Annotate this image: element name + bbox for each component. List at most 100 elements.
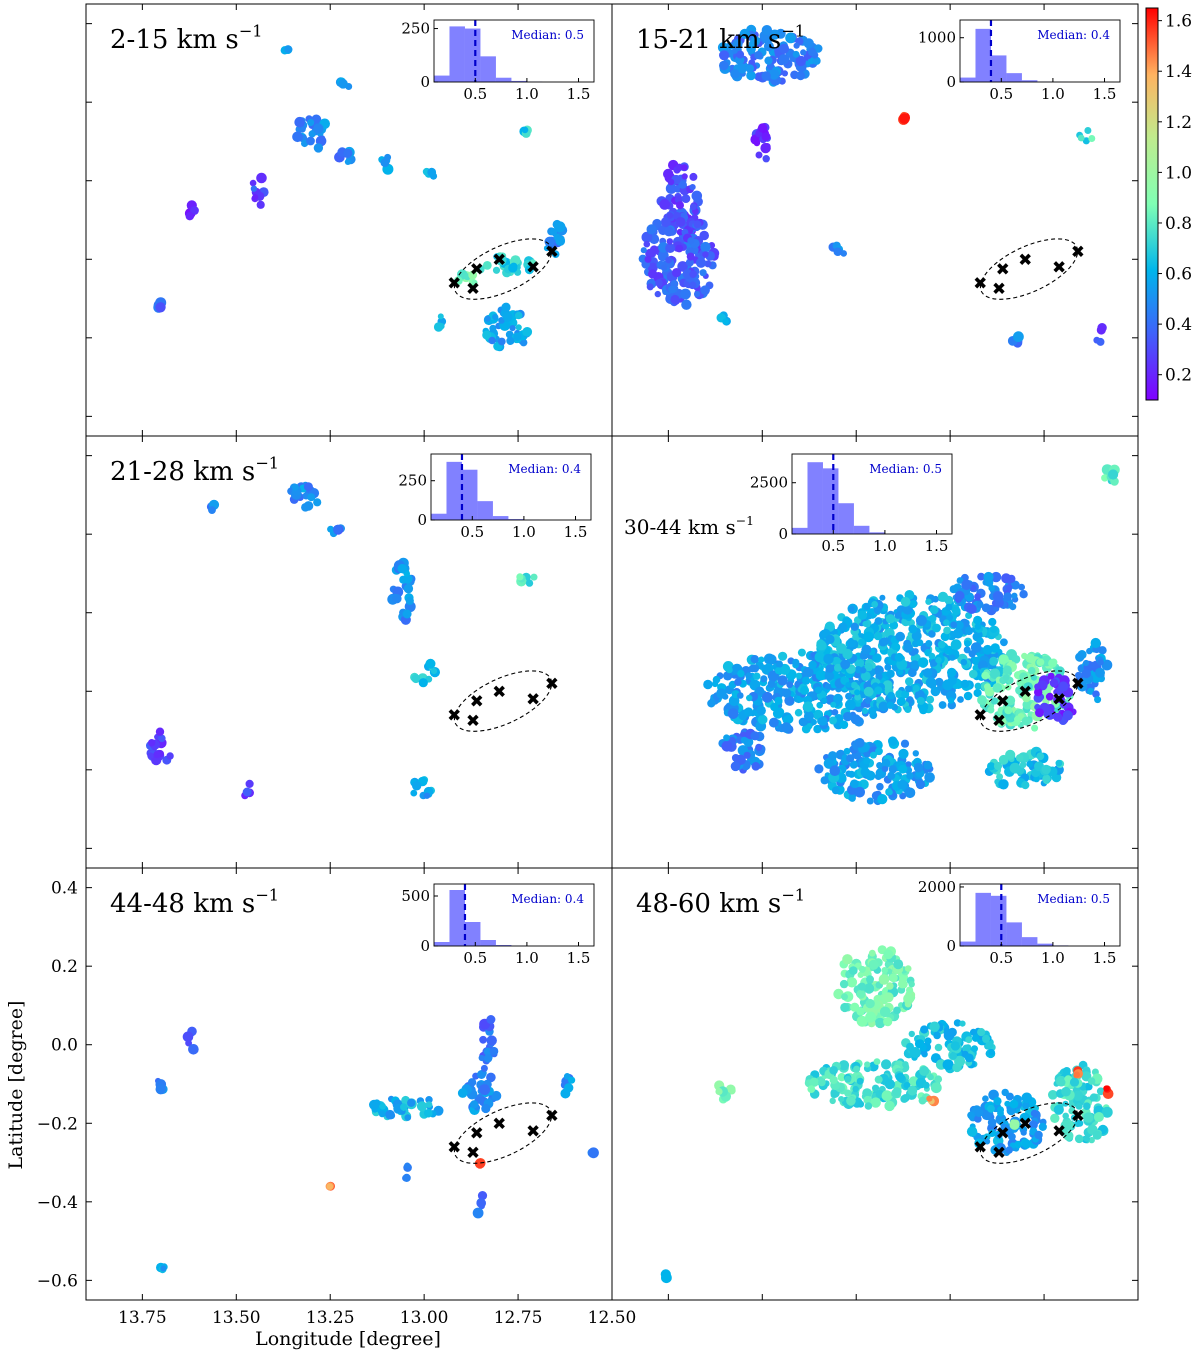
emission-pixel (898, 748, 909, 759)
emission-clump (833, 945, 916, 1029)
y-tick-label: 0.2 (51, 957, 78, 977)
emission-pixel (479, 1084, 491, 1096)
emission-pixel (675, 244, 684, 253)
emission-pixel (869, 751, 877, 759)
emission-pixel (909, 1047, 921, 1058)
emission-map (146, 481, 538, 800)
emission-pixel (881, 758, 891, 768)
velocity-unit-exponent: −1 (255, 453, 279, 472)
emission-pixel (1101, 474, 1109, 482)
emission-pixel (872, 1084, 880, 1092)
emission-pixel (768, 69, 780, 80)
emission-pixel (884, 1100, 895, 1112)
emission-pixel (848, 770, 856, 778)
median-label: Median: 0.5 (869, 462, 942, 476)
emission-pixel (903, 643, 913, 653)
emission-pixel (668, 285, 676, 294)
emission-pixel (915, 779, 926, 790)
velocity-unit-exponent: −1 (736, 513, 754, 528)
emission-pixel (761, 664, 772, 675)
emission-pixel (497, 337, 506, 346)
emission-pixel (803, 38, 814, 49)
emission-pixel (763, 41, 774, 52)
emission-pixel (974, 1115, 982, 1123)
emission-clump (984, 746, 1065, 790)
inset-x-tick-label: 0.5 (463, 85, 487, 103)
emission-clump (898, 111, 910, 125)
emission-pixel (926, 695, 935, 704)
emission-pixel (905, 761, 912, 768)
emission-pixel (385, 1109, 395, 1120)
y-tick-label: −0.2 (37, 1114, 78, 1134)
emission-pixel (969, 1028, 977, 1036)
histogram-inset: 0.5 1.0 1.5 0 500 Median: 0.4 (401, 883, 595, 967)
emission-pixel (675, 163, 683, 171)
source-marker: ✖ (973, 1138, 987, 1158)
emission-pixel (369, 1099, 380, 1110)
emission-pixel (1009, 603, 1017, 611)
emission-pixel (863, 1095, 872, 1105)
emission-pixel (984, 683, 991, 690)
region-ellipse (979, 238, 1079, 300)
emission-pixel (185, 1039, 193, 1047)
emission-pixel (882, 680, 893, 690)
emission-pixel (654, 290, 661, 298)
velocity-unit-exponent: −1 (781, 21, 805, 40)
emission-pixel (250, 185, 258, 192)
inset-x-tick-label: 1.0 (512, 523, 536, 541)
emission-pixel (481, 1103, 491, 1114)
emission-pixel (313, 143, 324, 153)
emission-pixel (707, 699, 716, 708)
emission-pixel (988, 1129, 996, 1137)
emission-pixel (666, 212, 674, 219)
emission-pixel (770, 702, 779, 712)
emission-pixel (923, 760, 933, 770)
emission-pixel (810, 719, 817, 726)
emission-pixel (786, 681, 794, 689)
emission-pixel (519, 338, 528, 347)
emission-pixel (777, 675, 788, 686)
emission-pixel (943, 619, 950, 626)
emission-pixel (899, 113, 910, 124)
emission-pixel (433, 322, 444, 332)
emission-pixel (676, 228, 684, 236)
histogram-bar (495, 77, 512, 82)
emission-pixel (779, 663, 791, 675)
source-marker: ✖ (1052, 1122, 1066, 1142)
emission-pixel (854, 666, 862, 674)
emission-pixel (967, 1111, 975, 1120)
emission-pixel (564, 1083, 574, 1093)
histogram-inset: 0.5 1.0 1.5 0 250 Median: 0.5 (401, 19, 595, 103)
emission-clump (717, 24, 823, 87)
emission-pixel (762, 155, 770, 163)
emission-pixel (988, 617, 997, 627)
emission-pixel (645, 248, 655, 259)
emission-pixel (930, 1082, 942, 1094)
emission-pixel (904, 787, 916, 799)
emission-pixel (712, 675, 721, 684)
emission-pixel (1022, 1139, 1032, 1149)
emission-pixel (554, 221, 566, 233)
velocity-range-label: 44-48 km s−1 (110, 885, 279, 919)
emission-pixel (731, 47, 738, 54)
velocity-range-label: 21-28 km s−1 (110, 453, 279, 487)
emission-pixel (549, 228, 558, 236)
emission-pixel (303, 482, 313, 492)
colorbar: 0.2 0.4 0.6 0.8 1.0 1.2 1.4 1.6 (1145, 7, 1192, 401)
emission-pixel (407, 1098, 416, 1108)
emission-pixel (483, 1054, 493, 1063)
emission-pixel (166, 752, 174, 760)
histogram-inset: 0.5 1.0 1.5 0 2000 Median: 0.5 (918, 878, 1121, 967)
emission-pixel (878, 974, 890, 985)
emission-pixel (844, 1089, 852, 1097)
colorbar-tick-label: 0.8 (1165, 214, 1192, 234)
emission-pixel (849, 966, 858, 975)
inset-y-tick-label: 2500 (750, 474, 788, 492)
emission-pixel (839, 720, 849, 729)
emission-pixel (555, 236, 566, 246)
emission-pixel (829, 1066, 838, 1075)
emission-pixel (468, 270, 478, 280)
emission-pixel (736, 50, 745, 59)
emission-pixel (808, 47, 817, 57)
emission-pixel (959, 1020, 966, 1027)
